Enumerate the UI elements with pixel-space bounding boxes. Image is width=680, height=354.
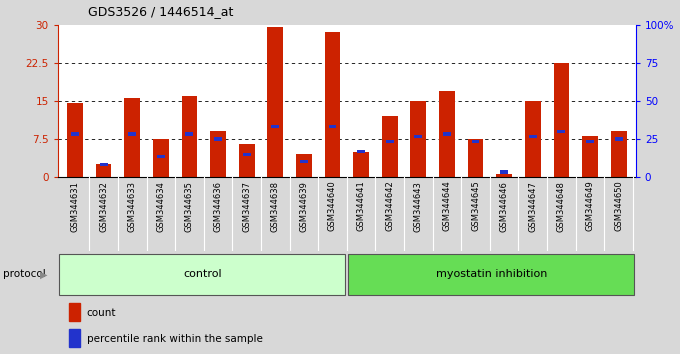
Text: GSM344647: GSM344647: [528, 181, 537, 232]
Bar: [525, 101, 541, 177]
Text: GDS3526 / 1446514_at: GDS3526 / 1446514_at: [88, 5, 234, 18]
Bar: [243, 153, 251, 156]
Bar: [414, 135, 422, 138]
Bar: [157, 155, 165, 158]
Bar: [386, 140, 394, 143]
Bar: [611, 131, 626, 177]
Bar: [210, 131, 226, 177]
Bar: [186, 132, 193, 136]
Bar: [239, 144, 254, 177]
Bar: [267, 27, 283, 177]
Bar: [296, 154, 311, 177]
Text: GSM344644: GSM344644: [443, 181, 452, 232]
Text: GSM344650: GSM344650: [614, 181, 623, 232]
Bar: [271, 125, 279, 128]
Bar: [348, 254, 634, 295]
Bar: [182, 96, 197, 177]
Text: GSM344645: GSM344645: [471, 181, 480, 232]
Bar: [129, 132, 136, 136]
Bar: [69, 329, 80, 347]
Text: GSM344641: GSM344641: [356, 181, 366, 232]
Text: GSM344636: GSM344636: [214, 181, 222, 232]
Text: myostatin inhibition: myostatin inhibition: [436, 269, 547, 279]
Bar: [124, 98, 140, 177]
Bar: [529, 135, 537, 138]
Bar: [382, 116, 398, 177]
Bar: [96, 164, 112, 177]
Bar: [59, 254, 345, 295]
Text: GSM344648: GSM344648: [557, 181, 566, 232]
Bar: [100, 163, 107, 166]
Text: GSM344633: GSM344633: [128, 181, 137, 232]
Text: GSM344631: GSM344631: [71, 181, 80, 232]
Text: GSM344632: GSM344632: [99, 181, 108, 232]
Text: GSM344638: GSM344638: [271, 181, 279, 232]
Bar: [69, 303, 80, 321]
Bar: [214, 137, 222, 141]
Text: GSM344649: GSM344649: [585, 181, 594, 232]
Text: count: count: [87, 308, 116, 318]
Bar: [300, 160, 308, 164]
Bar: [468, 139, 483, 177]
Bar: [496, 175, 512, 177]
Text: GSM344635: GSM344635: [185, 181, 194, 232]
Bar: [443, 132, 451, 136]
Text: ▶: ▶: [40, 269, 48, 279]
Text: GSM344639: GSM344639: [299, 181, 308, 232]
Bar: [357, 150, 365, 153]
Text: GSM344637: GSM344637: [242, 181, 251, 232]
Text: percentile rank within the sample: percentile rank within the sample: [87, 334, 262, 344]
Text: protocol: protocol: [3, 269, 46, 279]
Text: GSM344646: GSM344646: [500, 181, 509, 232]
Bar: [586, 140, 594, 143]
Bar: [500, 170, 508, 173]
Bar: [328, 125, 337, 128]
Bar: [71, 132, 79, 136]
Bar: [353, 152, 369, 177]
Text: GSM344643: GSM344643: [414, 181, 423, 232]
Bar: [582, 136, 598, 177]
Bar: [615, 137, 623, 141]
Bar: [439, 91, 455, 177]
Bar: [554, 63, 569, 177]
Bar: [324, 32, 341, 177]
Text: GSM344640: GSM344640: [328, 181, 337, 232]
Bar: [472, 140, 479, 143]
Text: GSM344642: GSM344642: [386, 181, 394, 232]
Bar: [558, 130, 565, 133]
Bar: [411, 101, 426, 177]
Bar: [153, 139, 169, 177]
Bar: [67, 103, 83, 177]
Text: control: control: [183, 269, 222, 279]
Text: GSM344634: GSM344634: [156, 181, 165, 232]
